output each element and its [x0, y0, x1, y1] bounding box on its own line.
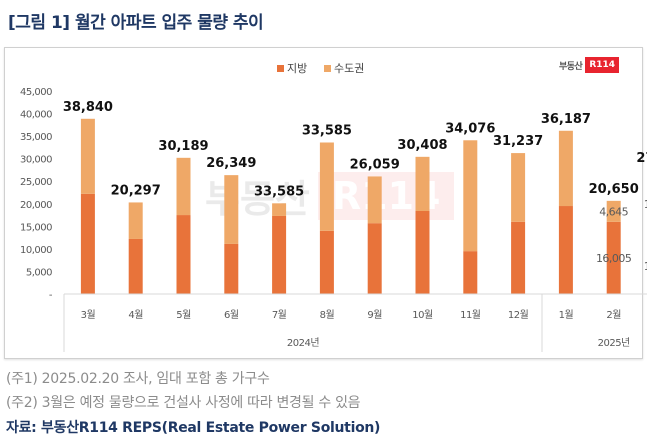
page-title: [그림 1] 월간 아파트 입주 물량 추이 [8, 13, 264, 33]
x-tick-label: 10월 [412, 309, 433, 321]
x-group-label: 2024년 [287, 337, 319, 349]
total-label: 20,297 [111, 183, 161, 198]
total-label: 27,541 [636, 151, 647, 166]
x-tick-label: 12월 [508, 309, 529, 321]
segment-label-capital: 4,645 [599, 205, 628, 218]
legend: 지방 수도권 [277, 62, 364, 75]
data-labels: 38,840 20,297 30,189 26,349 33,585 33,585 26,0… [63, 100, 647, 273]
x-tick-label: 4월 [128, 309, 143, 321]
bar-segment-local [272, 215, 287, 294]
x-tick-label: 7월 [272, 309, 287, 321]
x-tick-label: 6월 [224, 309, 239, 321]
total-label: 30,408 [397, 138, 447, 153]
total-label: 30,189 [158, 139, 208, 154]
bar-segment-capital [606, 200, 621, 222]
bar-segment-capital [319, 142, 334, 231]
x-group-label: 2025년 [598, 337, 630, 349]
footnote-2: (주2) 3월은 예정 물량으로 건설사 사정에 따라 변경될 수 있음 [6, 395, 361, 411]
bars [80, 118, 621, 294]
y-tick-label: 40,000 [20, 110, 52, 121]
bar-segment-local [511, 221, 526, 294]
total-label: 20,650 [589, 182, 639, 197]
bar-segment-capital [415, 156, 430, 211]
bar-segment-capital [367, 176, 382, 224]
bar-segment-local [606, 221, 621, 294]
bar-segment-capital [176, 157, 191, 216]
y-tick-label: 20,000 [20, 200, 52, 211]
bar-segment-capital [128, 202, 143, 239]
bar-segment-local [176, 215, 191, 294]
bar-segment-local [80, 193, 95, 294]
total-label: 38,840 [63, 100, 113, 115]
legend-label-capital: 수도권 [334, 62, 364, 75]
bar-segment-capital [463, 140, 478, 252]
logo-text: 부동산 [559, 61, 583, 72]
y-tick-label: 10,000 [20, 245, 52, 256]
x-axis: 3월4월5월6월7월8월9월10월11월12월1월2월3월2024년2025년 [63, 293, 647, 352]
y-tick-label: 15,000 [20, 222, 52, 233]
y-tick-label: 35,000 [20, 132, 52, 143]
y-tick-label: 5,000 [26, 267, 52, 278]
total-label: 31,237 [493, 134, 543, 149]
source-credit: 자료: 부동산R114 REPS(Real Estate Power Solut… [6, 420, 381, 436]
segment-label-local: 12,457 [644, 260, 647, 273]
total-label: 33,585 [302, 123, 352, 138]
bar-segment-local [463, 251, 478, 294]
y-tick-label: 25,000 [20, 177, 52, 188]
bar-segment-local [224, 243, 239, 294]
y-axis: - 5,000 10,000 15,000 20,000 25,000 30,000 35,0… [20, 87, 53, 301]
y-tick-label: - [49, 290, 53, 301]
bar-segment-capital [558, 130, 573, 207]
bar-segment-local [319, 230, 334, 294]
legend-swatch-local [277, 65, 284, 72]
legend-swatch-capital [324, 65, 331, 72]
x-tick-label: 11월 [460, 309, 481, 321]
total-label: 26,349 [206, 156, 256, 171]
y-tick-label: 45,000 [20, 87, 52, 98]
x-tick-label: 5월 [176, 309, 191, 321]
footnote-1: (주1) 2025.02.20 조사, 임대 포함 총 가구수 [6, 371, 270, 387]
bar-segment-local [128, 238, 143, 294]
bar-segment-local [367, 223, 382, 294]
segment-label-local: 16,005 [596, 252, 632, 265]
x-tick-label: 1월 [559, 309, 574, 321]
total-label: 33,585 [254, 184, 304, 199]
total-label: 36,187 [541, 112, 591, 127]
bar-segment-capital [511, 153, 526, 222]
bar-segment-capital [224, 175, 239, 244]
y-tick-label: 30,000 [20, 155, 52, 166]
brand-logo: 부동산 R114 [559, 57, 620, 73]
total-label: 34,076 [445, 121, 495, 136]
x-tick-label: 2월 [606, 309, 621, 321]
total-label: 26,059 [350, 157, 400, 172]
x-tick-label: 3월 [81, 309, 96, 321]
segment-label-capital: 15,084 [644, 198, 647, 211]
x-tick-label: 9월 [367, 309, 382, 321]
bar-segment-local [415, 210, 430, 294]
legend-label-local: 지방 [287, 62, 307, 75]
bar-segment-capital [80, 118, 95, 194]
logo-badge: R114 [585, 57, 620, 73]
x-tick-label: 8월 [320, 309, 335, 321]
bar-segment-local [558, 206, 573, 294]
bar-segment-capital [272, 203, 287, 216]
